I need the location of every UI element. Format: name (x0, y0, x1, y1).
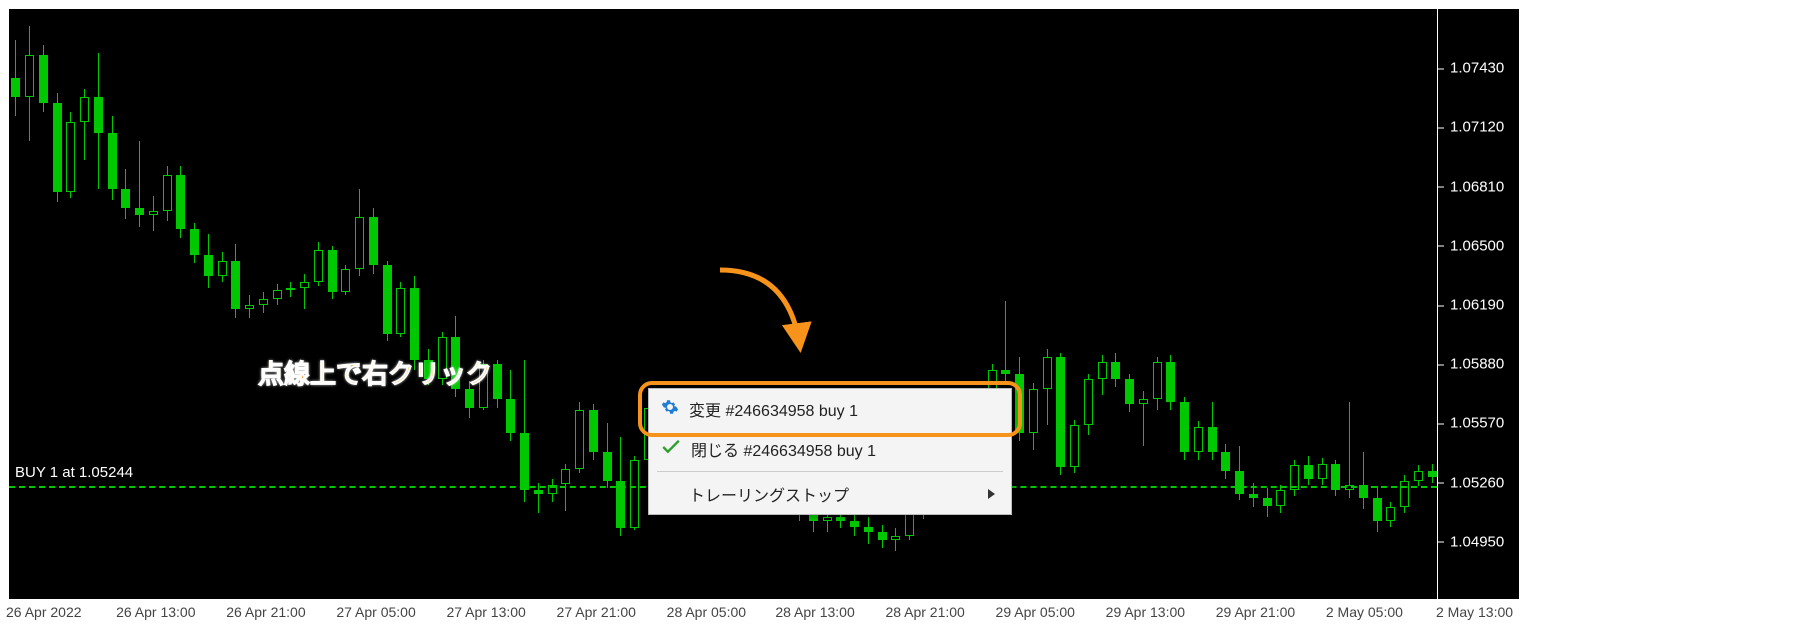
context-menu-item-label: トレーリングストップ (689, 482, 849, 506)
submenu-arrow-icon (988, 489, 995, 499)
y-tick-label: 1.07430 (1438, 60, 1504, 77)
x-tick-label: 27 Apr 21:00 (557, 604, 636, 620)
y-tick-label: 1.05260 (1438, 474, 1504, 491)
x-axis: 26 Apr 2022 26 Apr 13:00 26 Apr 21:00 27 Ap… (8, 600, 1520, 632)
context-menu-item-label: 閉じる #246634958 buy 1 (691, 437, 876, 461)
context-menu-separator (657, 471, 1003, 472)
y-axis: 1.07430 1.07120 1.06810 1.06500 1.06190 1.058… (1438, 8, 1520, 600)
x-tick-label: 28 Apr 21:00 (885, 604, 964, 620)
x-tick-label: 29 Apr 21:00 (1216, 604, 1295, 620)
check-icon (661, 440, 681, 459)
y-tick-label: 1.06810 (1438, 178, 1504, 195)
context-menu-item[interactable]: 変更 #246634958 buy 1 (649, 389, 1011, 429)
x-tick-label: 28 Apr 13:00 (775, 604, 854, 620)
x-tick-label: 26 Apr 21:00 (226, 604, 305, 620)
context-menu-item[interactable]: 閉じる #246634958 buy 1 (649, 429, 1011, 469)
x-tick-label: 2 May 13:00 (1436, 604, 1513, 620)
y-tick-label: 1.05570 (1438, 415, 1504, 432)
x-tick-label: 29 Apr 13:00 (1106, 604, 1185, 620)
x-tick-label: 27 Apr 13:00 (446, 604, 525, 620)
x-tick-label: 2 May 05:00 (1326, 604, 1403, 620)
y-tick-label: 1.05880 (1438, 356, 1504, 373)
y-tick-label: 1.06500 (1438, 237, 1504, 254)
instruction-annotation: 点線上で右クリック (258, 354, 492, 391)
context-menu-item[interactable]: トレーリングストップ (649, 474, 1011, 514)
x-tick-label: 26 Apr 2022 (6, 604, 82, 620)
order-entry-label: BUY 1 at 1.05244 (15, 464, 133, 481)
x-tick-label: 27 Apr 05:00 (336, 604, 415, 620)
x-tick-label: 26 Apr 13:00 (116, 604, 195, 620)
y-tick-label: 1.04950 (1438, 533, 1504, 550)
context-menu-item-label: 変更 #246634958 buy 1 (689, 397, 858, 421)
y-tick-label: 1.06190 (1438, 297, 1504, 314)
y-tick-label: 1.07120 (1438, 119, 1504, 136)
gear-icon (661, 398, 679, 421)
context-menu: 変更 #246634958 buy 1 閉じる #246634958 buy 1 ト… (648, 388, 1012, 515)
chart-container: BUY 1 at 1.05244 1.074301.071201.068101.… (0, 0, 1800, 640)
x-tick-label: 28 Apr 05:00 (667, 604, 746, 620)
x-tick-label: 29 Apr 05:00 (996, 604, 1075, 620)
